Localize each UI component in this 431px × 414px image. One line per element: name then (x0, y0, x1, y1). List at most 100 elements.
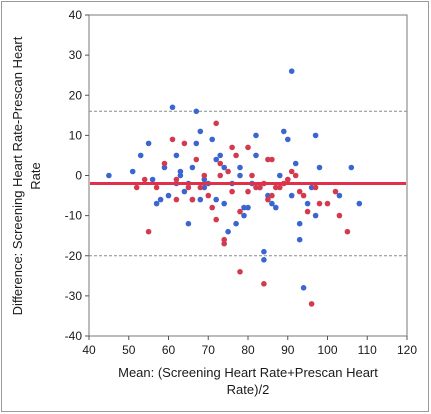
y-tick-label: -10 (65, 209, 83, 223)
data-point (288, 192, 295, 199)
data-point (197, 184, 204, 191)
data-point (129, 168, 136, 175)
data-point (237, 269, 243, 275)
data-point (106, 172, 112, 179)
data-point (241, 212, 247, 219)
data-point (133, 184, 140, 191)
data-point (237, 172, 243, 179)
y-axis-label-line-2: Rate (28, 162, 43, 189)
data-point (213, 196, 219, 203)
data-point (296, 220, 303, 227)
x-tick-label: 80 (241, 343, 255, 357)
data-point (308, 301, 315, 307)
data-point (237, 164, 243, 171)
data-point (265, 196, 271, 203)
data-point (153, 200, 160, 207)
data-point (217, 152, 223, 159)
data-point (145, 140, 152, 147)
y-axis-label-line-1: Difference: Screening Heart Rate-Prescan… (10, 36, 25, 315)
data-point (221, 240, 227, 247)
x-axis-label-line-1: Mean: (Screening Heart Rate+Prescan Hear… (118, 365, 378, 380)
data-point (189, 196, 196, 203)
data-point (356, 200, 363, 207)
data-point (157, 196, 164, 203)
data-point (316, 200, 323, 207)
data-point (324, 200, 331, 207)
data-point (145, 228, 152, 235)
data-point (269, 200, 275, 207)
data-point (137, 152, 144, 159)
data-point (173, 196, 180, 203)
data-point (312, 132, 319, 139)
data-point (193, 108, 200, 115)
data-point (241, 204, 247, 211)
data-point (217, 172, 223, 179)
data-point (261, 281, 267, 287)
y-tick-label: 10 (69, 128, 83, 142)
data-point (245, 204, 251, 211)
data-point (193, 140, 200, 147)
x-tick-label: 40 (82, 343, 96, 357)
plot-area (88, 14, 408, 337)
data-point (181, 140, 188, 147)
data-point (185, 220, 192, 227)
data-point (197, 196, 204, 203)
data-point (201, 184, 208, 191)
data-point (237, 208, 243, 215)
data-point (292, 160, 299, 167)
data-point (205, 192, 212, 199)
y-tick-label: -20 (65, 249, 83, 263)
data-point (177, 168, 184, 175)
data-point (257, 184, 263, 191)
data-point (141, 176, 148, 183)
data-point (336, 212, 343, 219)
data-point (285, 176, 291, 183)
data-point (296, 188, 303, 195)
data-point (233, 220, 239, 227)
data-point (221, 200, 227, 207)
data-point (269, 156, 275, 163)
data-point (217, 160, 223, 167)
data-point (193, 156, 200, 163)
data-point (173, 152, 180, 159)
x-tick-label: 50 (122, 343, 136, 357)
data-point (161, 164, 168, 171)
data-point (281, 128, 287, 135)
data-point (213, 156, 219, 163)
data-point (189, 164, 196, 171)
data-point (265, 156, 271, 163)
data-point (245, 188, 251, 195)
x-tick-label: 110 (358, 343, 377, 357)
data-point (149, 176, 156, 183)
data-point (225, 228, 231, 235)
data-point (304, 200, 311, 207)
data-point (308, 184, 315, 191)
data-point (300, 192, 307, 199)
data-point (165, 192, 172, 199)
data-point (161, 160, 168, 167)
y-tick-label: -30 (65, 289, 83, 303)
data-point (312, 212, 319, 219)
data-point (233, 152, 239, 159)
data-point (169, 136, 176, 143)
y-tick-label: 40 (69, 8, 83, 22)
data-point (169, 104, 176, 111)
data-point (173, 176, 180, 183)
data-point (253, 132, 259, 139)
data-point (153, 184, 160, 191)
y-tick-label: 20 (69, 88, 83, 102)
data-point (316, 164, 323, 171)
x-tick-label: 60 (162, 343, 176, 357)
data-point (249, 172, 255, 179)
y-tick-label: 0 (75, 169, 82, 183)
x-tick-label: 100 (317, 343, 337, 357)
y-tick-label: 30 (69, 48, 83, 62)
data-point (312, 184, 319, 191)
data-point (229, 144, 235, 151)
data-point (201, 172, 208, 179)
x-tick-label: 120 (397, 343, 417, 357)
limit-lines (89, 110, 407, 257)
